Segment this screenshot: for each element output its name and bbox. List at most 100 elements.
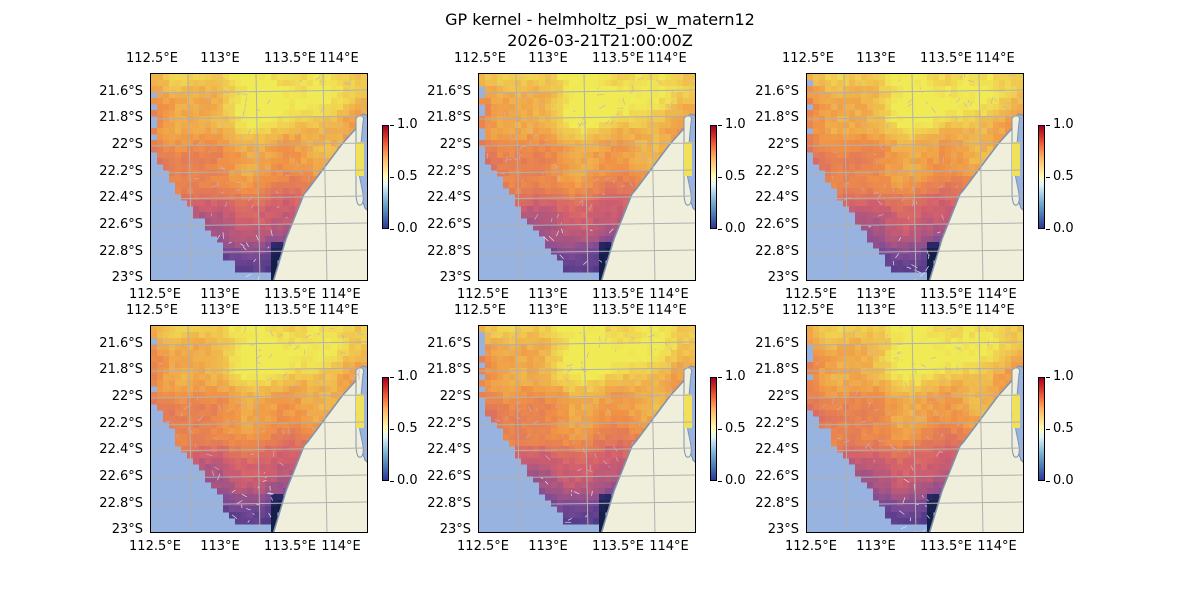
colorbar-tick-mark <box>1046 377 1050 378</box>
colorbar-tick-label: 0.0 <box>725 473 746 488</box>
lat-tick-label: 23°S <box>767 522 799 537</box>
lon-tick-label-top: 114°E <box>319 51 359 66</box>
colorbar-tick-mark <box>1046 229 1050 230</box>
lat-tick-label: 21.8°S <box>99 110 143 125</box>
lon-tick-label-top: 112.5°E <box>126 51 178 66</box>
map-plot <box>478 325 696 533</box>
land-area <box>600 367 695 532</box>
graticule <box>151 74 367 280</box>
lon-tick-label-top: 113°E <box>856 51 896 66</box>
land-area <box>928 367 1023 532</box>
lat-tick-label: 21.8°S <box>99 362 143 377</box>
lon-tick-label-bottom: 113.5°E <box>264 539 316 554</box>
land-area <box>928 115 1023 280</box>
lon-tick-label-bottom: 114°E <box>977 539 1017 554</box>
lat-tick-label: 22.2°S <box>427 416 471 431</box>
lon-tick-label-top: 113.5°E <box>920 303 972 318</box>
map-panel-3: 112.5°E 113°E 113.5°E 114°E 112.5°E 113°E 113.… <box>656 0 1076 302</box>
lon-tick-label-top: 113.5°E <box>592 51 644 66</box>
land-area <box>600 115 695 280</box>
lon-tick-label-bottom: 113°E <box>528 287 568 302</box>
colorbar <box>1038 377 1045 481</box>
colorbar-tick-mark <box>718 481 722 482</box>
lon-tick-label-bottom: 112.5°E <box>785 539 837 554</box>
lon-tick-label-top: 113°E <box>200 51 240 66</box>
colorbar <box>710 377 717 481</box>
colorbar-tick-label: 0.0 <box>397 473 418 488</box>
colorbar <box>382 125 389 229</box>
lon-tick-label-top: 112.5°E <box>454 51 506 66</box>
colorbar-tick-label: 0.5 <box>1053 421 1074 436</box>
lat-tick-label: 21.6°S <box>99 84 143 99</box>
lat-tick-label: 22.4°S <box>427 190 471 205</box>
lon-tick-label-top: 112.5°E <box>782 51 834 66</box>
colorbar-tick-label: 0.5 <box>725 169 746 184</box>
colorbar-tick-label: 1.0 <box>725 117 746 132</box>
lat-tick-label: 22.6°S <box>755 217 799 232</box>
lat-tick-label: 21.8°S <box>755 362 799 377</box>
lat-tick-label: 22.4°S <box>755 190 799 205</box>
colorbar-tick-label: 0.5 <box>1053 169 1074 184</box>
colorbar-tick-mark <box>390 125 394 126</box>
lat-tick-label: 22.8°S <box>755 244 799 259</box>
lon-tick-label-bottom: 113°E <box>856 287 896 302</box>
lat-tick-label: 21.8°S <box>427 110 471 125</box>
lat-tick-label: 22.6°S <box>427 469 471 484</box>
lat-tick-label: 21.6°S <box>755 336 799 351</box>
lon-tick-label-bottom: 113.5°E <box>264 287 316 302</box>
map-panel-2: 112.5°E 113°E 113.5°E 114°E 112.5°E 113°E 113.… <box>328 0 748 302</box>
lon-tick-label-top: 113°E <box>200 303 240 318</box>
lon-tick-label-bottom: 114°E <box>321 287 361 302</box>
lon-tick-label-bottom: 114°E <box>649 539 689 554</box>
map-panel-4: 112.5°E 113°E 113.5°E 114°E 112.5°E 113°E 113.… <box>0 252 420 554</box>
colorbar-tick-label: 1.0 <box>725 369 746 384</box>
land-area <box>272 115 367 280</box>
lon-tick-label-top: 113°E <box>528 51 568 66</box>
lon-tick-label-top: 114°E <box>975 303 1015 318</box>
lat-tick-label: 22°S <box>111 137 143 152</box>
lon-tick-label-top: 113.5°E <box>920 51 972 66</box>
map-panel-6: 112.5°E 113°E 113.5°E 114°E 112.5°E 113°E 113.… <box>656 252 1076 554</box>
lon-tick-label-top: 114°E <box>975 51 1015 66</box>
colorbar <box>710 125 717 229</box>
lat-tick-label: 22.6°S <box>427 217 471 232</box>
colorbar-tick-mark <box>718 229 722 230</box>
map-plot <box>806 325 1024 533</box>
colorbar-tick-label: 0.5 <box>397 169 418 184</box>
lat-tick-label: 22.4°S <box>427 442 471 457</box>
colorbar-tick-label: 1.0 <box>1053 369 1074 384</box>
graticule <box>807 326 1023 532</box>
data-field <box>807 326 1023 532</box>
graticule <box>151 326 367 532</box>
lon-tick-label-bottom: 113.5°E <box>920 287 972 302</box>
lon-tick-label-top: 113.5°E <box>264 303 316 318</box>
colorbar-tick-mark <box>1046 125 1050 126</box>
lon-tick-label-top: 112.5°E <box>782 303 834 318</box>
colorbar-tick-label: 0.0 <box>397 221 418 236</box>
graticule <box>807 74 1023 280</box>
colorbar-tick-mark <box>718 377 722 378</box>
map-plot <box>150 325 368 533</box>
vector-arrows <box>152 326 364 523</box>
colorbar-tick-label: 1.0 <box>397 117 418 132</box>
figure-title: GP kernel - helmholtz_psi_w_matern12 <box>445 10 755 29</box>
lon-tick-label-bottom: 113.5°E <box>592 287 644 302</box>
colorbar-tick-label: 0.0 <box>1053 473 1074 488</box>
lon-tick-label-bottom: 113°E <box>528 539 568 554</box>
map-plot <box>806 73 1024 281</box>
colorbar-tick-mark <box>390 377 394 378</box>
lat-tick-label: 23°S <box>439 270 471 285</box>
lon-tick-label-bottom: 112.5°E <box>129 287 181 302</box>
map-plot <box>478 73 696 281</box>
lat-tick-label: 22.2°S <box>755 164 799 179</box>
lat-tick-label: 21.6°S <box>99 336 143 351</box>
graticule <box>479 326 695 532</box>
lat-tick-label: 23°S <box>111 270 143 285</box>
lat-tick-label: 22.2°S <box>427 164 471 179</box>
map-panel-1: 112.5°E 113°E 113.5°E 114°E 112.5°E 113°E 113.… <box>0 0 420 302</box>
lon-tick-label-top: 114°E <box>647 303 687 318</box>
colorbar-tick-label: 1.0 <box>397 369 418 384</box>
graticule <box>479 74 695 280</box>
lat-tick-label: 22.4°S <box>99 190 143 205</box>
land-area <box>272 367 367 532</box>
